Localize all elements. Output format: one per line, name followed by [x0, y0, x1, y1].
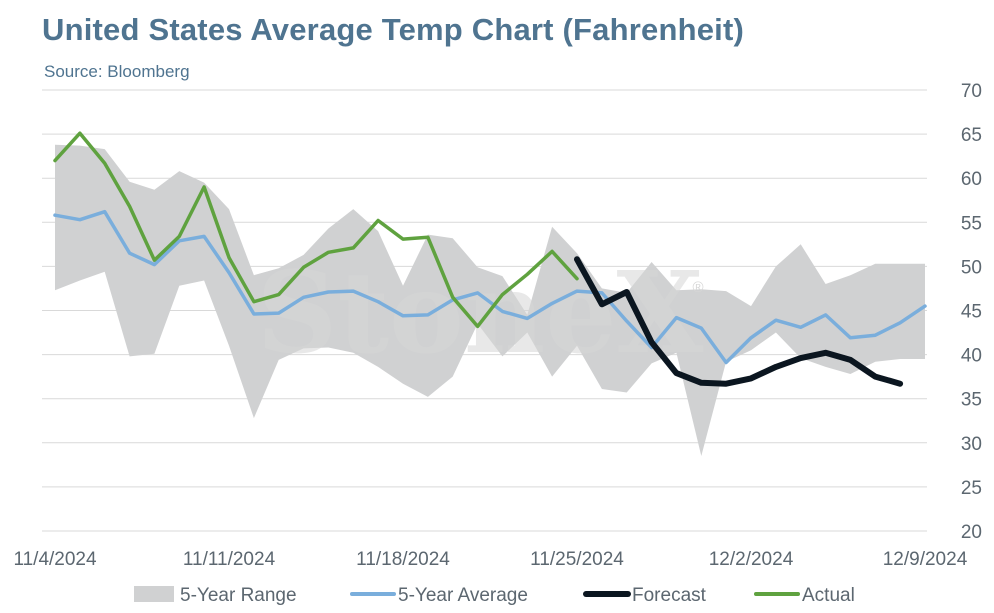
x-tick-label: 11/11/2024 — [183, 549, 276, 570]
x-tick-label: 11/25/2024 — [530, 549, 624, 570]
x-tick-label: 11/18/2024 — [356, 549, 450, 570]
y-tick-label: 55 — [961, 213, 982, 234]
legend-label-actual: Actual — [802, 585, 855, 606]
y-tick-label: 35 — [961, 390, 982, 411]
y-tick-label: 45 — [961, 302, 982, 323]
y-tick-label: 25 — [961, 478, 982, 499]
x-tick-label: 11/4/2024 — [13, 549, 97, 570]
y-tick-label: 65 — [961, 125, 982, 146]
legend-label-forecast: Forecast — [632, 585, 707, 606]
watermark-mark: ® — [692, 279, 703, 296]
y-tick-label: 70 — [961, 81, 982, 102]
series-lines — [53, 131, 927, 387]
x-tick-label: 12/9/2024 — [883, 549, 968, 570]
y-tick-label: 60 — [961, 169, 982, 190]
y-tick-label: 40 — [961, 346, 982, 367]
legend-label-5-year-average: 5-Year Average — [398, 585, 528, 606]
legend-label-5-year-range: 5-Year Range — [180, 585, 297, 606]
y-tick-label: 30 — [961, 434, 982, 455]
watermark-text: StoneX — [257, 248, 704, 379]
x-axis-labels: 11/4/2024 11/11/2024 11/18/2024 11/25/2024 1… — [13, 549, 967, 570]
legend: 5-Year Range 5-Year Average Forecast Actual — [134, 585, 855, 606]
x-tick-label: 12/2/2024 — [709, 549, 794, 570]
watermark: StoneX ® — [257, 248, 704, 379]
series-forecast-line — [574, 256, 904, 387]
legend-swatch-5-year-range — [134, 586, 174, 602]
chart-title: United States Average Temp Chart (Fahren… — [42, 12, 745, 47]
series-actual-line — [53, 131, 579, 329]
chart-source: Source: Bloomberg — [44, 62, 190, 81]
y-axis-labels: 20 25 30 35 40 45 50 55 60 65 70 — [961, 81, 982, 543]
y-tick-label: 20 — [961, 522, 982, 543]
y-tick-label: 50 — [961, 257, 982, 278]
series-5-year-average-line — [53, 209, 927, 365]
